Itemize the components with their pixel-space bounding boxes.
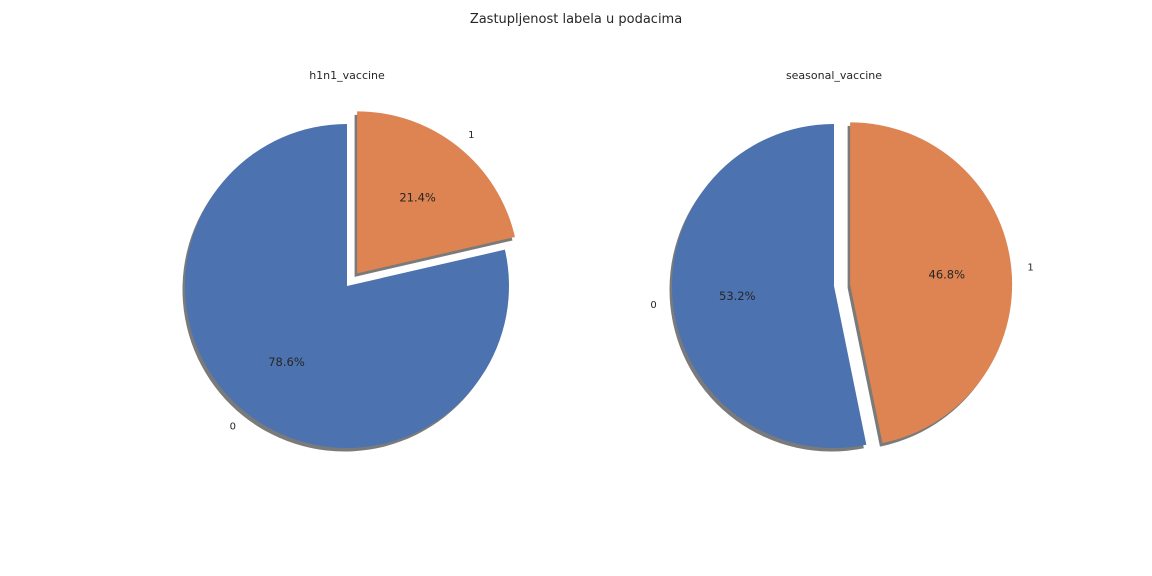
pie-percent-label-h1n1-vaccine-1: 21.4%: [399, 190, 436, 204]
pie-title-h1n1-vaccine: h1n1_vaccine: [309, 69, 385, 82]
pie-slice-h1n1-vaccine-1: [357, 111, 515, 274]
pie-percent-label-h1n1-vaccine-0: 78.6%: [268, 355, 305, 369]
pie-slice-seasonal-vaccine-1: [850, 122, 1013, 444]
pie-category-label-h1n1-vaccine-0: 0: [230, 421, 236, 432]
pie-percent-label-seasonal-vaccine-1: 46.8%: [929, 268, 966, 282]
pie-slice-seasonal-vaccine-0: [672, 124, 867, 448]
pie-category-label-h1n1-vaccine-1: 1: [468, 130, 474, 141]
pie-chart-h1n1-vaccine: h1n1_vaccine 78.6% 0 21.4% 1: [182, 69, 515, 452]
pie-category-label-seasonal-vaccine-0: 0: [650, 300, 656, 311]
pie-percent-label-seasonal-vaccine-0: 53.2%: [719, 289, 756, 303]
pie-title-seasonal-vaccine: seasonal_vaccine: [786, 69, 882, 82]
pie-category-label-seasonal-vaccine-1: 1: [1027, 263, 1033, 274]
pie-slice-h1n1-vaccine-0: [184, 124, 509, 448]
pie-chart-seasonal-vaccine: seasonal_vaccine 53.2% 0 46.8% 1: [650, 69, 1034, 452]
figure-title: Zastupljenost labela u podacima: [470, 12, 682, 27]
